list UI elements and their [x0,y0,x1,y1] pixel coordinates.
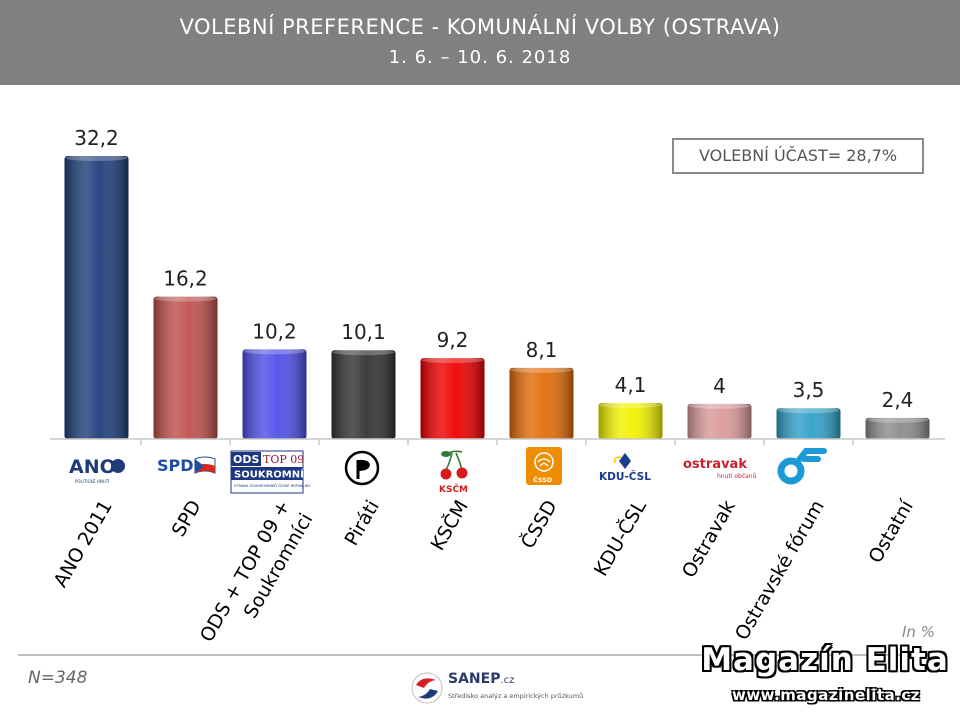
svg-text:ČSSD: ČSSD [533,475,553,484]
category-label-1: ANO 2011 [49,497,116,592]
unit-note: In % [902,623,935,641]
svg-text:ostravak: ostravak [683,457,747,472]
data-label-8: 4 [713,374,726,398]
svg-text:KDU-ČSL: KDU-ČSL [599,470,651,483]
bar-1 [64,155,129,439]
data-label-10: 2,4 [882,388,914,412]
ostravske-forum-logo-icon [777,448,827,485]
data-label-5: 9,2 [437,328,469,352]
data-label-9: 3,5 [793,378,825,402]
bar-2 [153,295,218,439]
category-label-7: KDU-ČSL [588,495,651,580]
svg-text:ODS: ODS [233,453,259,466]
sanep-domain: .cz [500,675,515,686]
data-label-3: 10,2 [252,319,297,343]
bar-3 [242,348,307,439]
data-label-2: 16,2 [163,267,208,291]
category-label-10: Ostatní [864,496,918,567]
bar-chart: 32,2 16,2 10,2 10,1 9,2 8,1 4,1 4 3,5 2,4 ANO 201… [49,126,945,656]
turnout-box: VOLEBNÍ ÚČAST= 28,7% [672,138,924,174]
category-label-6: ČSSD [515,496,562,553]
chart-subtitle: 1. 6. – 10. 6. 2018 [388,47,572,68]
watermark-url: www.magazinelita.cz [731,686,921,704]
pirate-flag-logo-icon [344,450,380,486]
bar-7 [598,401,663,439]
ano-logo-icon: ANO POLITICKÉ HNUTÍ [69,456,125,484]
data-label-4: 10,1 [341,320,386,344]
category-label-8: Ostravak [678,497,740,582]
svg-text:TOP 09: TOP 09 [263,453,304,466]
svg-text:KSČM: KSČM [439,483,468,495]
data-label-7: 4,1 [615,373,647,397]
category-label-5: KSČM [425,496,473,555]
footer-separator [18,654,945,656]
bar-4 [331,349,396,439]
bar-9 [776,407,841,439]
category-label-4: Piráti [341,497,384,550]
data-label-1: 32,2 [74,126,119,150]
bar-10 [865,416,930,439]
sanep-tagline: Středisko analýz a empirických průzkumů [448,692,584,700]
bar-6 [509,366,574,439]
chart-header: VOLEBNÍ PREFERENCE - KOMUNÁLNÍ VOLBY (OS… [0,0,960,85]
chart-title: VOLEBNÍ PREFERENCE - KOMUNÁLNÍ VOLBY (OS… [179,15,781,39]
svg-text:ANO: ANO [69,456,116,478]
svg-text:SPD: SPD [157,456,194,475]
spd-logo-icon: SPD [157,456,216,475]
ostravak-logo-icon: ostravak hnutí občanů [683,457,757,480]
category-label-9: Ostravské fórum [731,497,829,645]
svg-text:hnutí občanů: hnutí občanů [717,473,757,480]
sample-size-note: N=348 [28,668,88,688]
svg-text:POLITICKÉ HNUTÍ: POLITICKÉ HNUTÍ [75,479,110,484]
sanep-logo: SANEP.cz Středisko analýz a empirických … [410,668,583,708]
cherries-logo-icon: KSČM [439,450,468,495]
sanep-name: SANEP [448,671,501,687]
rose-logo-icon: ČSSD [526,447,562,485]
sanep-swirl-icon [411,672,443,704]
category-label-3: ODS + TOP 09 +Soukromníci [196,497,317,656]
svg-text:SOUKROMNÍCI: SOUKROMNÍCI [234,468,315,481]
ods-top09-logo-icon: ODS TOP 09 SOUKROMNÍCI STRANA SOUKROMNÍK… [230,450,315,494]
category-label-2: SPD [168,497,206,541]
data-label-6: 8,1 [526,338,558,362]
bar-5 [420,357,485,439]
svg-text:STRANA SOUKROMNÍKŮ ČESKÉ REPUB: STRANA SOUKROMNÍKŮ ČESKÉ REPUBLIKY [234,483,311,488]
watermark-title: Magazín Elita [701,642,949,678]
kdu-csl-logo-icon: KDU-ČSL [599,453,651,483]
bar-8 [687,402,752,439]
